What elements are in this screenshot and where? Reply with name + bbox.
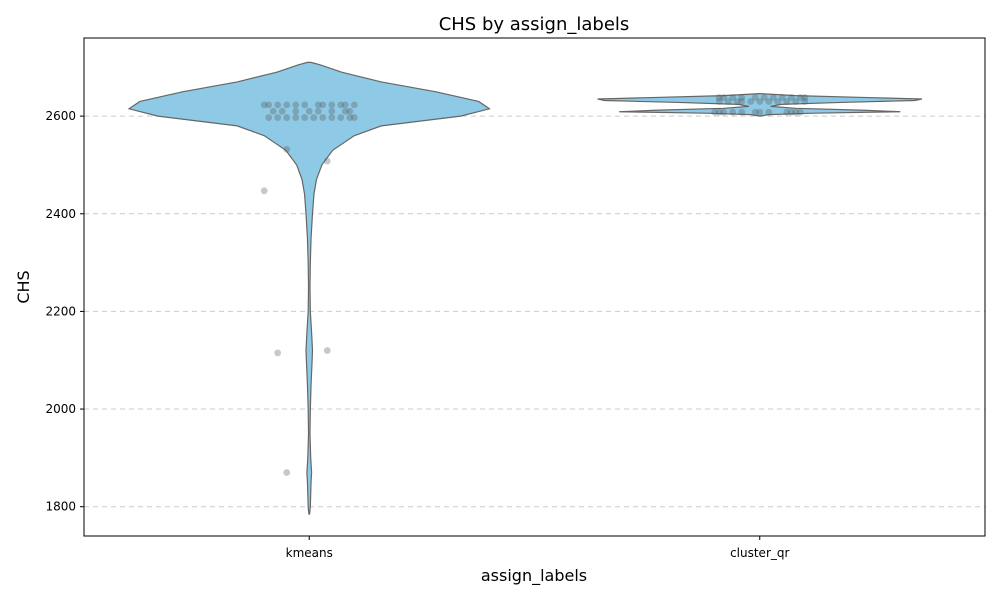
data-point: [751, 108, 759, 116]
data-point: [796, 94, 804, 101]
data-point: [337, 114, 345, 121]
chart-title: CHS by assign_labels: [439, 14, 630, 35]
data-point: [314, 107, 322, 115]
data-point: [738, 94, 746, 101]
data-point: [269, 107, 277, 115]
data-point: [305, 107, 313, 115]
data-point: [787, 108, 795, 116]
data-point: [738, 108, 746, 116]
data-point: [337, 101, 345, 109]
data-point: [323, 157, 331, 165]
x-tick-label-kmeans: kmeans: [286, 546, 333, 560]
y-tick-label: 2400: [45, 207, 76, 221]
data-point: [323, 347, 331, 354]
data-point: [278, 107, 286, 115]
data-point: [738, 98, 746, 105]
data-point: [760, 94, 768, 101]
data-point: [265, 101, 273, 109]
data-point: [792, 98, 800, 105]
data-point: [328, 101, 336, 109]
data-point: [260, 101, 268, 109]
data-point: [292, 101, 300, 109]
violin-cluster_qr: [597, 93, 923, 117]
data-point: [301, 114, 309, 121]
data-point: [769, 94, 777, 101]
data-point: [310, 114, 318, 121]
y-tick-label: 2200: [45, 304, 76, 318]
data-point: [720, 108, 728, 116]
data-point: [729, 108, 737, 116]
data-point: [783, 98, 791, 105]
data-point: [711, 108, 719, 116]
y-tick-label: 1800: [45, 500, 76, 514]
data-point: [274, 114, 282, 121]
data-point: [346, 114, 354, 121]
data-point: [778, 94, 786, 101]
data-point: [715, 98, 723, 105]
violins: [127, 61, 923, 515]
data-point: [292, 114, 300, 121]
data-point: [729, 94, 737, 101]
data-point: [747, 98, 755, 105]
data-point: [765, 108, 773, 116]
data-point: [801, 98, 809, 105]
data-point: [274, 101, 282, 109]
data-point: [783, 108, 791, 116]
data-point: [265, 114, 273, 121]
data-point: [274, 349, 282, 357]
data-point: [787, 94, 795, 101]
data-point: [346, 107, 354, 115]
data-point: [801, 94, 809, 101]
data-point: [292, 107, 300, 115]
x-axis-label: assign_labels: [481, 566, 587, 586]
data-point: [314, 101, 322, 109]
data-point: [756, 108, 764, 116]
y-tick-label: 2600: [45, 109, 76, 123]
strip-points: [260, 94, 809, 476]
data-point: [751, 94, 759, 101]
data-point: [724, 98, 732, 105]
data-point: [350, 114, 358, 121]
data-point: [792, 108, 800, 116]
data-point: [319, 101, 327, 109]
data-point: [341, 107, 349, 115]
data-point: [301, 101, 309, 109]
y-axis: 1800 2000 2200 2400 2600: [45, 109, 84, 514]
data-point: [796, 108, 804, 116]
data-point: [733, 98, 741, 105]
data-point: [341, 101, 349, 109]
data-point: [283, 101, 291, 109]
x-tick-label-cluster_qr: cluster_qr: [730, 546, 789, 560]
data-point: [283, 114, 291, 121]
data-point: [319, 114, 327, 121]
data-point: [260, 187, 268, 195]
x-axis: kmeans cluster_qr: [286, 536, 789, 560]
data-point: [350, 101, 358, 109]
data-point: [283, 469, 291, 476]
y-axis-label: CHS: [14, 270, 33, 303]
violin-kmeans: [127, 61, 491, 515]
y-tick-label: 2000: [45, 402, 76, 416]
plot-frame: [83, 37, 986, 537]
data-point: [765, 98, 773, 105]
data-point: [756, 98, 764, 105]
data-point: [715, 108, 723, 116]
grid-lines: [84, 115, 985, 508]
data-point: [283, 145, 291, 153]
data-point: [715, 94, 723, 101]
data-point: [720, 94, 728, 101]
data-point: [328, 114, 336, 121]
data-point: [774, 98, 782, 105]
data-point: [328, 107, 336, 115]
